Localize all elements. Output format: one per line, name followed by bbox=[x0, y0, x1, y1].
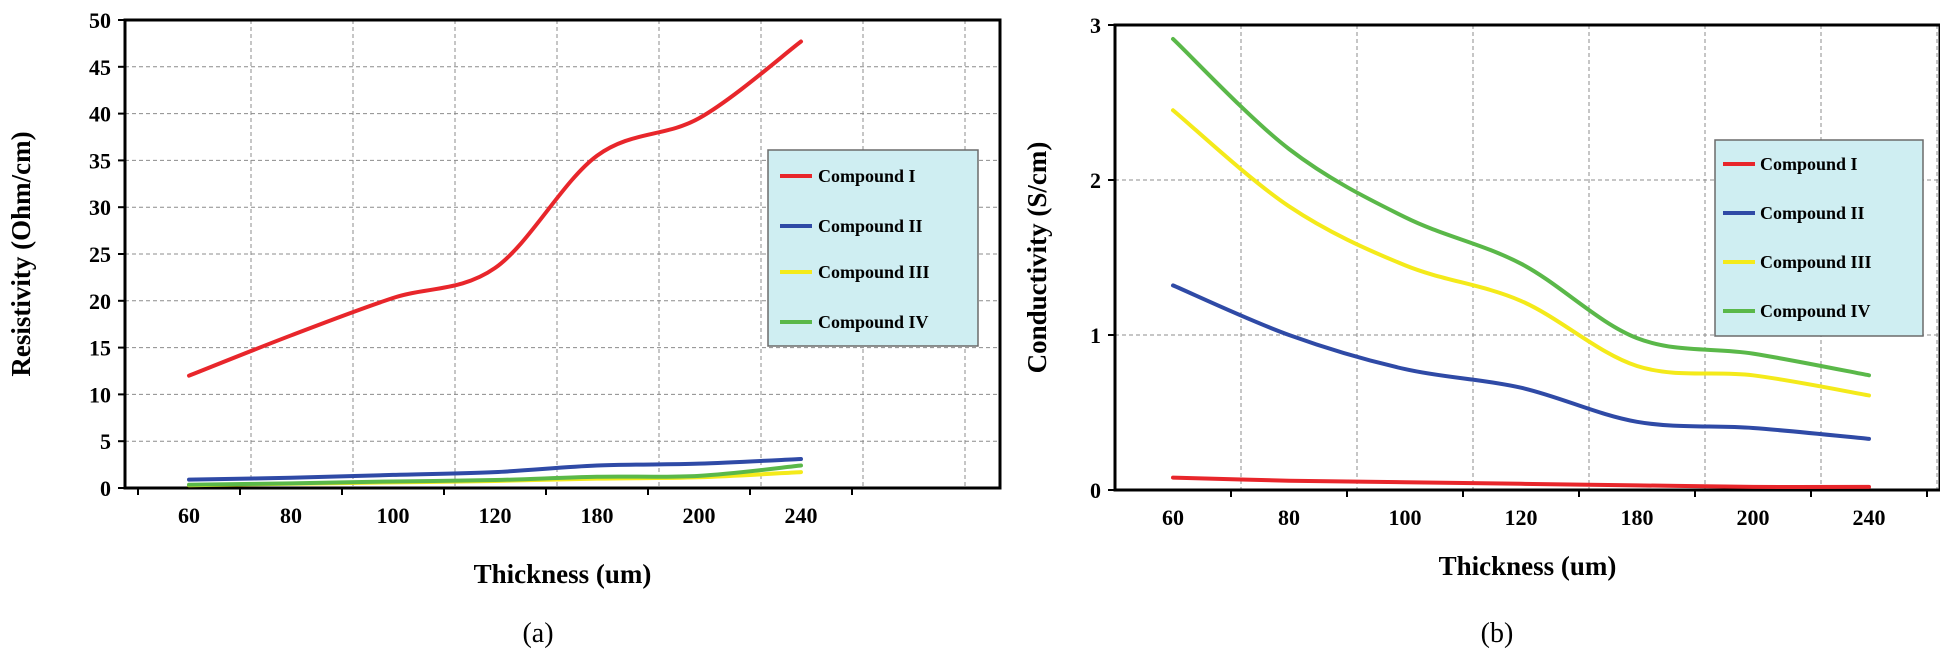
x-tick-label: 120 bbox=[1505, 505, 1538, 530]
y-tick-label: 40 bbox=[89, 102, 111, 127]
y-tick-label: 15 bbox=[89, 336, 111, 361]
x-tick-label: 200 bbox=[683, 503, 716, 528]
plot-frame bbox=[1113, 23, 1940, 492]
legend-label: Compound I bbox=[1760, 154, 1858, 174]
x-tick-label: 240 bbox=[1853, 505, 1886, 530]
x-tick-label: 100 bbox=[1389, 505, 1422, 530]
series-line-1 bbox=[1171, 475, 1871, 490]
series-line-2 bbox=[1171, 283, 1871, 441]
y-tick-label: 10 bbox=[89, 382, 111, 407]
series-line-2 bbox=[187, 456, 803, 482]
x-tick-label: 100 bbox=[377, 503, 410, 528]
legend-label: Compound II bbox=[1760, 203, 1865, 223]
x-tick-label: 180 bbox=[581, 503, 614, 528]
y-tick-label: 2 bbox=[1090, 168, 1101, 193]
x-tick-label: 60 bbox=[1162, 505, 1184, 530]
y-tick-label: 35 bbox=[89, 148, 111, 173]
y-tick-label: 20 bbox=[89, 289, 111, 314]
series-line-3 bbox=[1171, 108, 1871, 398]
legend-label: Compound II bbox=[818, 216, 923, 236]
panel-caption: (b) bbox=[1481, 618, 1514, 649]
y-axis-label: Resistivity (Ohm/cm) bbox=[6, 131, 36, 376]
y-tick-label: 0 bbox=[1090, 478, 1101, 503]
series-line-4 bbox=[1171, 36, 1871, 378]
x-tick-label: 200 bbox=[1737, 505, 1770, 530]
y-axis-label: Conductivity (S/cm) bbox=[1022, 142, 1052, 374]
legend-box bbox=[1714, 139, 1924, 337]
legend-label: Compound III bbox=[1760, 252, 1872, 272]
series-line-4 bbox=[187, 463, 803, 487]
series-line-1 bbox=[187, 39, 803, 378]
panel-caption: (a) bbox=[522, 618, 553, 649]
x-tick-label: 180 bbox=[1621, 505, 1654, 530]
x-tick-label: 240 bbox=[785, 503, 818, 528]
legend-label: Compound III bbox=[818, 262, 930, 282]
y-tick-label: 25 bbox=[89, 242, 111, 267]
legend-box bbox=[767, 149, 979, 347]
y-tick-label: 50 bbox=[89, 8, 111, 33]
y-tick-label: 1 bbox=[1090, 323, 1101, 348]
plot-frame bbox=[123, 18, 1002, 490]
y-tick-label: 5 bbox=[100, 429, 111, 454]
y-tick-label: 3 bbox=[1090, 13, 1101, 38]
legend: Compound I Compound II Compound III Compoun… bbox=[767, 149, 979, 347]
legend: Compound I Compound II Compound III Compoun… bbox=[1714, 139, 1924, 337]
y-tick-label: 45 bbox=[89, 55, 111, 80]
legend-label: Compound I bbox=[818, 166, 916, 186]
x-axis-label: Thickness (um) bbox=[1439, 551, 1617, 581]
x-tick-label: 120 bbox=[479, 503, 512, 528]
legend-label: Compound IV bbox=[1760, 301, 1871, 321]
x-tick-label: 60 bbox=[178, 503, 200, 528]
chart-panel-a: 0 5 10 15 20 25 30 35 40 45 50 60 80 100 120 180 200 240 C… bbox=[6, 8, 1002, 649]
x-tick-label: 80 bbox=[280, 503, 302, 528]
y-tick-label: 30 bbox=[89, 195, 111, 220]
x-axis-label: Thickness (um) bbox=[474, 559, 652, 589]
legend-label: Compound IV bbox=[818, 312, 929, 332]
x-tick-label: 80 bbox=[1278, 505, 1300, 530]
y-tick-label: 0 bbox=[100, 476, 111, 501]
